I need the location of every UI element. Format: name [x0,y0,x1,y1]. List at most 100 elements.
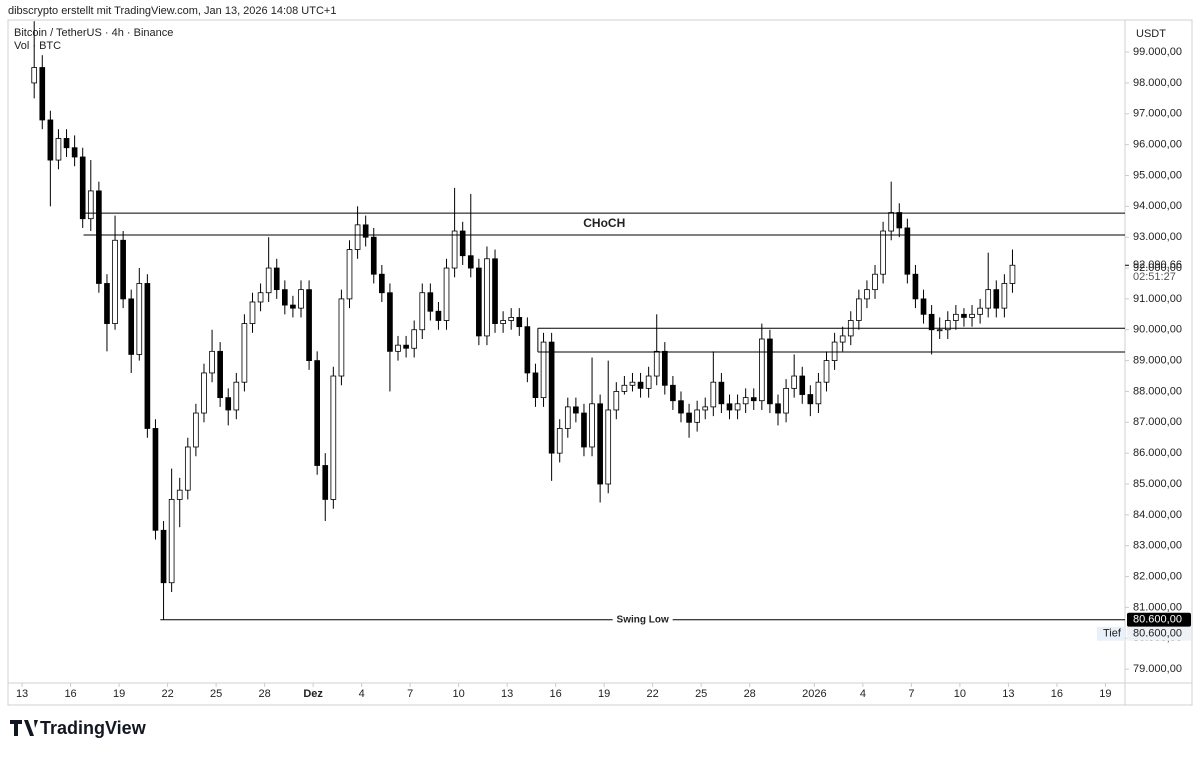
candle-body [362,224,369,238]
candle-body [953,313,959,321]
candle-body [104,283,110,324]
low-marker-bg [1097,626,1125,641]
candle-body [112,239,118,324]
candle-body [249,301,256,324]
candle-body [354,224,361,250]
candle-body [63,138,70,149]
candle-body [856,298,862,321]
candle-body [395,344,401,352]
candle-body [694,409,700,423]
x-tick-label: 16 [64,688,76,700]
candle-body [71,147,78,158]
y-tick-label: 84.000,00 [1133,509,1182,521]
x-tick-label: 2026 [802,688,826,700]
price-badge [1127,612,1191,627]
candle-body [370,236,377,275]
candle-body [872,273,878,291]
candle-body [750,397,757,402]
candle-body [678,400,684,414]
candle-body [379,273,385,294]
candle-body [661,350,668,386]
x-tick-label: 7 [407,688,413,700]
x-tick-label: 16 [1051,688,1063,700]
candle-body [1001,283,1008,309]
x-tick-label: 22 [647,688,659,700]
y-tick-label: 94.000,00 [1133,200,1182,212]
y-tick-label: 87.000,00 [1133,416,1182,428]
candle-body [807,394,814,405]
candle-body [403,344,409,349]
candle-body [912,273,919,300]
candle-body [459,230,466,257]
candle-body [532,372,539,399]
candle-body [419,292,426,331]
candle-body [435,310,442,321]
candle-body [298,289,304,309]
candle-body [977,307,983,315]
y-tick-label: 98.000,00 [1133,77,1182,89]
candle-body [880,230,886,275]
candle-body [484,258,490,337]
level-label: CHoCH [583,216,625,230]
candle-body [621,384,628,392]
candle-body [839,335,846,343]
x-tick-label: 16 [550,688,562,700]
y-tick-label: 83.000,00 [1133,540,1182,552]
candle-body [767,338,773,405]
candle-body [864,289,870,300]
candle-body [451,230,458,269]
candle-body [55,138,62,161]
candle-body [605,409,612,485]
candle-body [637,381,644,389]
candle-body [306,289,312,362]
candle-body [201,372,207,414]
candle-body [338,298,345,377]
x-tick-label: 25 [695,688,707,700]
y-tick-label: 93.000,00 [1133,231,1182,243]
candle-body [548,341,555,454]
last-price-label: 92.090,66 [1133,259,1182,271]
candle-body [936,329,943,332]
candle-body [985,289,992,309]
x-tick-label: 10 [453,688,465,700]
currency: USDT [1136,28,1166,40]
symbol-legend: Bitcoin / TetherUS · 4h · Binance [14,27,173,39]
candle-body [718,381,725,405]
candle-body [775,403,781,414]
candle-body [944,320,951,331]
candle-body [476,267,482,337]
candle-body [670,384,676,402]
candle-body [233,381,240,411]
candle-body [831,341,838,362]
candle-body [467,255,474,269]
candle-body [597,403,603,485]
low-marker-label: Tief [1103,628,1122,640]
candle-body [613,391,620,411]
candle-body [516,317,523,328]
candle-body [492,258,498,324]
candle-body [47,119,54,161]
y-tick-label: 79.000,00 [1133,663,1182,675]
candle-body [79,156,86,220]
candle-body [411,329,418,349]
candle-body [87,190,94,220]
candle-body [176,489,183,500]
candle-body [920,298,927,315]
candle-body [896,212,903,229]
candle-body [742,397,749,405]
candle-body [136,283,143,355]
candle-body [556,428,563,454]
candle-body [564,406,571,429]
candle-body [540,341,547,399]
candle-body [589,403,595,448]
candle-body [144,283,151,429]
candle-body [443,267,450,321]
candle-body [573,406,579,414]
x-tick-label: 22 [161,688,173,700]
y-tick-label: 88.000,00 [1133,385,1182,397]
logo-icon [10,720,38,736]
candle-body [96,190,102,284]
y-tick-label: 95.000,00 [1133,169,1182,181]
candle-body [168,499,175,584]
candle-body [961,313,967,318]
